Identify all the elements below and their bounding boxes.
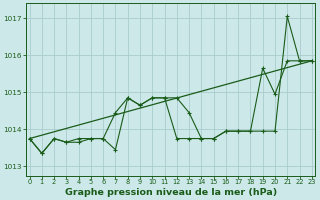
X-axis label: Graphe pression niveau de la mer (hPa): Graphe pression niveau de la mer (hPa) bbox=[65, 188, 277, 197]
